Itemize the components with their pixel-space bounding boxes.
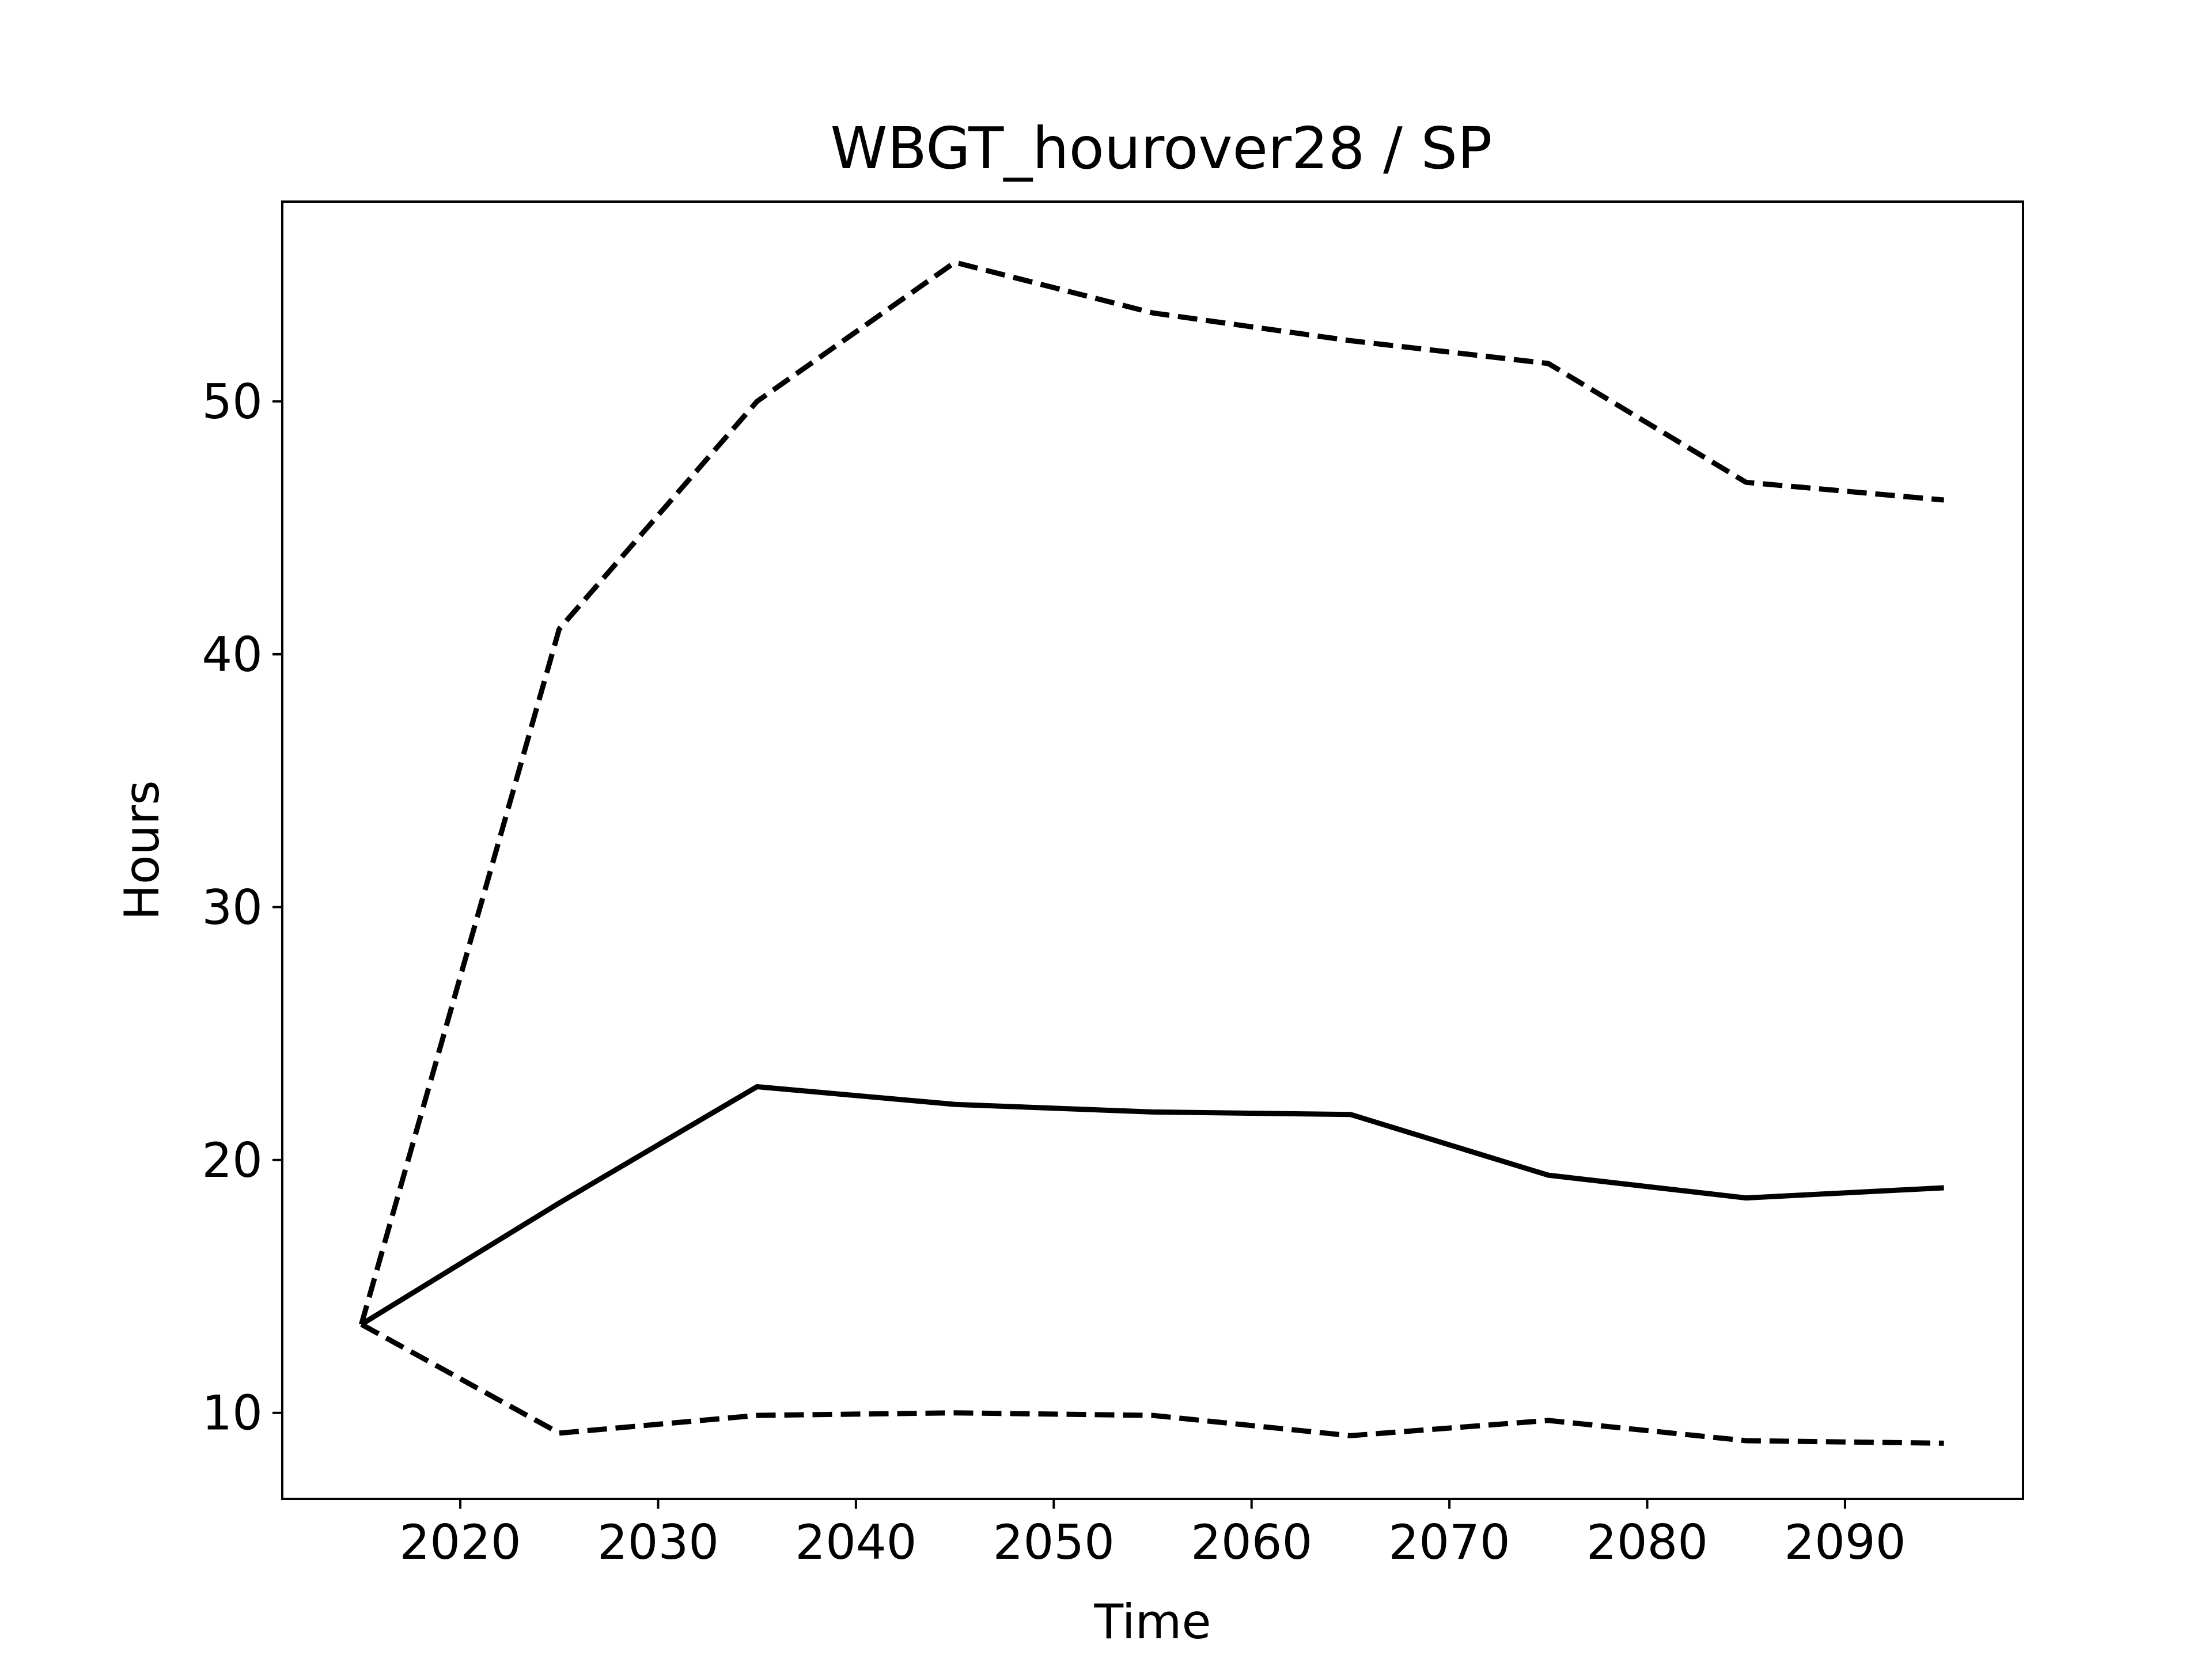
x-axis-ticks: 2020 2030 2040 2050 2060 2070 2080 2090	[399, 1499, 1906, 1570]
x-tick-label: 2050	[993, 1514, 1115, 1570]
x-tick-label: 2080	[1586, 1514, 1708, 1570]
x-axis-label: Time	[1093, 1594, 1211, 1650]
y-axis-label: Hours	[114, 780, 170, 920]
series-line-2-dashed	[359, 259, 1945, 1325]
y-tick-label: 50	[202, 374, 263, 430]
x-tick-label: 2030	[597, 1514, 719, 1570]
x-tick-label: 2040	[795, 1514, 916, 1570]
y-tick-label: 30	[202, 880, 263, 935]
x-tick-label: 2020	[399, 1514, 521, 1570]
plot-area-frame	[281, 200, 2024, 1500]
series-line-3-dashed	[360, 1322, 1944, 1446]
y-tick-label: 20	[202, 1132, 263, 1188]
x-tick-label: 2070	[1388, 1514, 1510, 1570]
y-axis-ticks: 10 20 30 40 50	[202, 374, 282, 1441]
y-tick-label: 40	[202, 627, 263, 683]
x-tick-label: 2060	[1191, 1514, 1312, 1570]
series-line-1-solid	[360, 1084, 1944, 1327]
chart-title: WBGT_hourover28 / SP	[831, 115, 1493, 182]
series-layer	[359, 259, 1945, 1446]
y-tick-label: 10	[202, 1385, 263, 1441]
x-tick-label: 2090	[1784, 1514, 1906, 1570]
